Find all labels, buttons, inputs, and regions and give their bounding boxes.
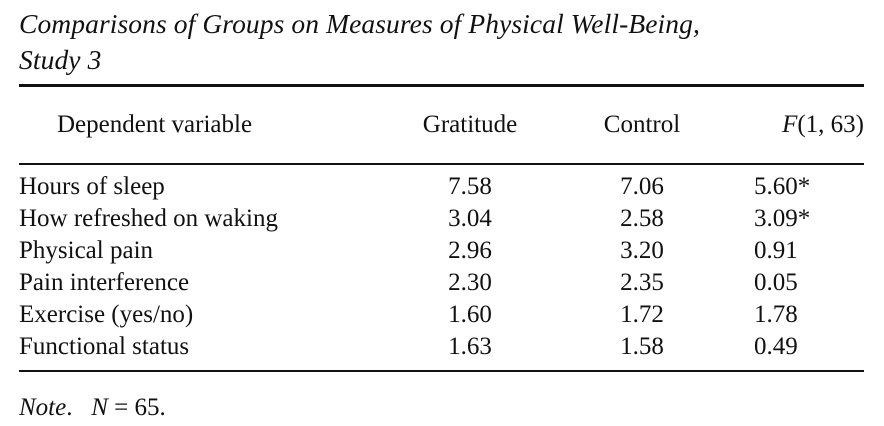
row-control: 1.58: [620, 333, 664, 360]
header-gratitude: Gratitude: [422, 111, 518, 138]
row-f: 0.05: [754, 269, 798, 296]
bottom-rule: [19, 370, 864, 372]
row-control: 3.20: [620, 237, 664, 264]
row-gratitude: 1.60: [448, 301, 492, 328]
table-caption: Comparisons of Groups on Measures of Phy…: [19, 6, 859, 78]
row-control: 1.72: [620, 301, 664, 328]
row-control: 2.35: [620, 269, 664, 296]
caption-line-2: Study 3: [19, 44, 102, 75]
header-rule: [19, 163, 864, 165]
row-control: 2.58: [620, 205, 664, 232]
row-label: Pain interference: [19, 269, 190, 296]
header-f-letter: F: [782, 111, 798, 138]
header-dependent-variable: Dependent variable: [57, 111, 253, 138]
caption-line-1: Comparisons of Groups on Measures of Phy…: [19, 8, 700, 39]
row-gratitude: 7.58: [448, 173, 492, 200]
row-f: 1.78: [754, 301, 798, 328]
row-gratitude: 3.04: [448, 205, 492, 232]
row-gratitude: 1.63: [448, 333, 492, 360]
note-label: Note: [19, 394, 67, 421]
table-note: Note. N = 65.: [19, 393, 166, 423]
row-label: Exercise (yes/no): [19, 301, 194, 328]
row-f: 0.49: [754, 333, 798, 360]
header-f-df: (1, 63): [797, 111, 864, 138]
row-label: Functional status: [19, 333, 190, 360]
row-label: Physical pain: [19, 237, 154, 264]
row-control: 7.06: [620, 173, 664, 200]
header-control: Control: [603, 111, 681, 138]
row-f: 3.09*: [754, 205, 811, 232]
row-f: 0.91: [754, 237, 798, 264]
row-label: Hours of sleep: [19, 173, 165, 200]
row-f: 5.60*: [754, 173, 811, 200]
header-f-statistic: F(1, 63): [743, 110, 864, 140]
row-label: How refreshed on waking: [19, 205, 278, 232]
note-label-period: .: [66, 394, 92, 421]
row-gratitude: 2.30: [448, 269, 492, 296]
top-rule: [19, 84, 864, 87]
row-gratitude: 2.96: [448, 237, 492, 264]
note-text: N = 65.: [91, 394, 166, 421]
